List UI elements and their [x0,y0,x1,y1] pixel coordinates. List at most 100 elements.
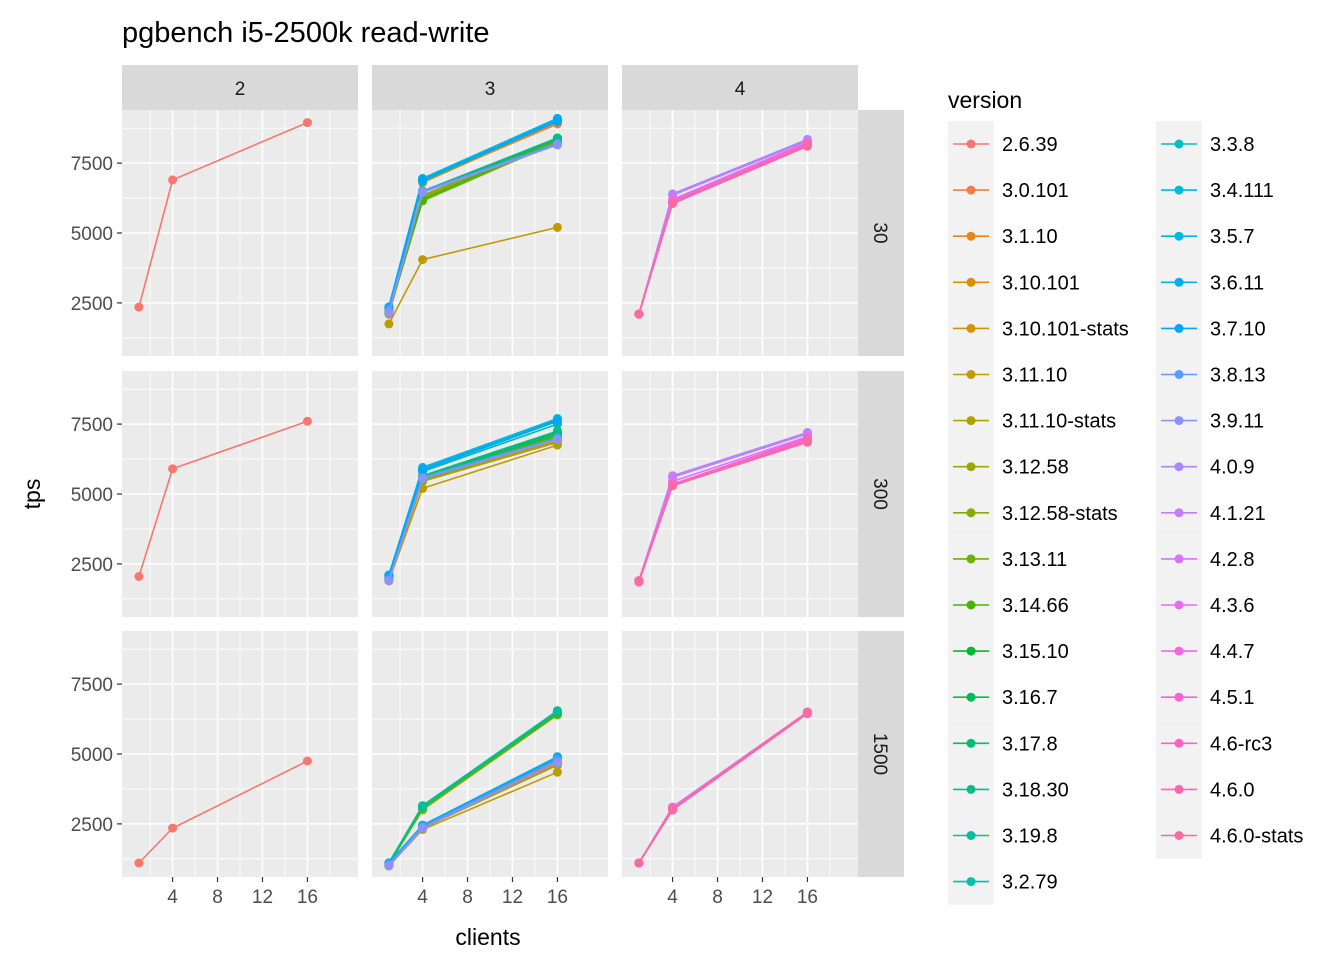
legend-key-point [1174,784,1184,794]
legend-item-3.14.66: 3.14.66 [948,582,1069,628]
x-tick-label: 12 [252,887,273,908]
legend-key-point [966,646,976,656]
legend-key-point [966,877,976,887]
data-point-3.9.11 [384,861,394,871]
legend-item-3.5.7: 3.5.7 [1156,213,1254,260]
legend-label: 4.2.8 [1210,549,1254,571]
legend-label: 3.11.10 [1002,365,1067,387]
legend-item-4.3.6: 4.3.6 [1156,582,1254,628]
legend-label: 3.6.11 [1210,272,1264,294]
series-group-2-300 [134,416,312,581]
legend-key-point [1174,323,1184,333]
legend-item-3.6.11: 3.6.11 [1156,259,1264,306]
legend-label: 3.7.10 [1210,318,1266,340]
legend-key-point [1174,139,1184,149]
legend-key-point [1174,416,1184,426]
x-tick-label: 16 [547,887,568,908]
legend-label: 3.15.10 [1002,641,1069,663]
y-tick-label: 5000 [71,224,113,245]
data-point-2.6.39 [134,572,144,581]
legend-label: 3.16.7 [1002,687,1058,709]
y-tick-label: 2500 [71,815,113,836]
legend-label: 4.0.9 [1210,457,1254,479]
series-group-2-30 [134,118,312,312]
legend-key-point [1174,370,1184,379]
legend-label: 3.3.8 [1210,134,1254,156]
series-group-3-1500 [384,706,562,871]
legend-label: 3.8.13 [1210,365,1266,387]
legend-item-4.6.0: 4.6.0 [1156,766,1254,813]
legend-key-point [966,692,976,702]
legend-item-3.10.101-stats: 3.10.101-stats [948,305,1129,352]
data-point-3.9.11 [552,757,562,767]
legend-item-3.12.58: 3.12.58 [948,443,1069,490]
y-tick-label: 2500 [71,294,113,315]
data-point-3.19.8 [418,802,428,812]
legend-item-4.0.9: 4.0.9 [1156,443,1254,490]
data-point-3.11.10 [552,767,562,777]
legend-label: 4.1.21 [1210,503,1266,525]
legend-label: 3.10.101 [1002,272,1080,294]
legend-label: 3.0.101 [1002,180,1069,202]
legend-item-3.0.101: 3.0.101 [948,167,1069,214]
data-point-3.19.8 [552,707,562,717]
legend-item-4.2.8: 4.2.8 [1156,535,1254,582]
chart-title: pgbench i5-2500k read-write [122,17,490,49]
legend-item-4.6-rc3: 4.6-rc3 [1156,720,1272,767]
data-point-2.6.39 [134,302,144,312]
legend-key-point [966,462,976,472]
data-point-3.11.10 [384,319,394,329]
legend-key-point [966,600,976,610]
y-tick-label: 7500 [71,415,113,436]
y-axis-title: tps [19,479,45,510]
legend-item-4.1.21: 4.1.21 [1156,489,1266,536]
data-point-4.6.0-stats [802,140,812,150]
legend-item-3.12.58-stats: 3.12.58-stats [948,489,1118,536]
legend-item-3.15.10: 3.15.10 [948,628,1069,675]
y-tick-label: 7500 [71,154,113,175]
legend-key-point [966,554,976,564]
legend-key-point [1174,185,1184,195]
legend-label: 4.4.7 [1210,641,1254,663]
legend-key-point [1174,462,1184,472]
legend-key-point [966,185,976,195]
x-tick-label: 12 [752,887,773,908]
legend-key-point [966,416,976,426]
data-point-3.11.10 [418,255,428,265]
legend-key-point [1174,646,1184,656]
facet-label-row-1500: 1500 [869,733,890,775]
data-point-3.7.10 [418,175,428,185]
series-group-4-1500 [634,707,812,868]
legend-label: 3.1.10 [1002,226,1058,248]
legend-label: 3.19.8 [1002,826,1058,848]
panel-4-300 [622,371,858,617]
x-tick-label: 12 [502,887,523,908]
y-tick-label: 7500 [71,675,113,696]
panel-4-30 [622,110,858,356]
data-point-3.9.11 [384,308,394,318]
data-point-4.6.0-stats [634,576,644,586]
legend-label: 3.17.8 [1002,733,1058,755]
legend-label: 3.10.101-stats [1002,318,1129,340]
legend-label: 3.5.7 [1210,226,1254,248]
panel-3-1500 [372,631,608,877]
data-point-3.9.11 [552,140,562,150]
y-tick-label: 2500 [71,555,113,576]
series-group-3-30 [384,113,562,329]
legend-item-3.2.79: 3.2.79 [948,858,1058,905]
x-tick-label: 16 [797,887,818,908]
legend-item-3.17.8: 3.17.8 [948,720,1058,767]
legend-item-4.4.7: 4.4.7 [1156,628,1254,675]
data-point-2.6.39 [302,756,312,766]
data-point-2.6.39 [168,823,178,833]
data-point-2.6.39 [302,118,312,128]
data-point-4.6.0-stats [802,436,812,446]
data-point-4.6.0-stats [668,481,678,491]
x-tick-label: 4 [167,887,178,908]
panel-4-1500 [622,631,858,877]
legend-key-point [966,831,976,840]
legend-label: 3.13.11 [1002,549,1067,571]
facet-strip-col-4 [622,65,858,110]
legend-key-point [966,231,976,241]
